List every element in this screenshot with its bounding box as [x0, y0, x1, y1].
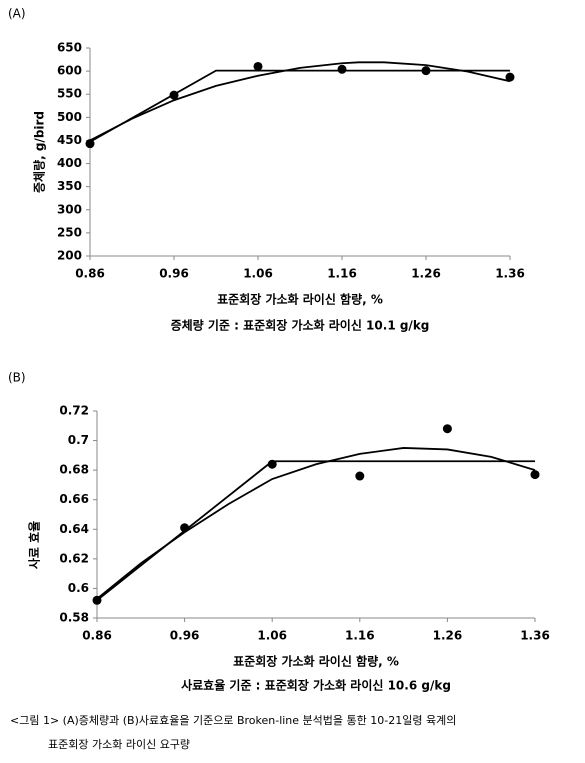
- y-tick-label: 200: [57, 249, 82, 263]
- y-tick-label: 0.64: [59, 522, 89, 536]
- panel-label: (A): [8, 7, 26, 21]
- data-point: [530, 470, 540, 480]
- data-point: [442, 424, 452, 434]
- y-tick-label: 0.68: [59, 463, 89, 477]
- y-tick-label: 0.66: [59, 492, 89, 506]
- data-point: [355, 471, 365, 481]
- fit-line: [89, 69, 510, 143]
- subtitle: 사료효율 기준 : 표준회장 가소화 라이신 10.6 g/kg: [181, 678, 451, 693]
- caption: 표준회장 가소화 라이신 요구량: [48, 738, 190, 751]
- y-tick-label: 0.62: [59, 551, 89, 565]
- y-tick-label: 0.58: [59, 611, 89, 625]
- y-tick-label: 0.6: [68, 581, 89, 595]
- y-tick-label: 350: [57, 179, 82, 193]
- y-axis-label: 증체량, g/bird: [32, 111, 47, 193]
- panel-label: (B): [8, 371, 26, 385]
- fit-line: [96, 460, 535, 601]
- y-tick-label: 650: [57, 41, 82, 55]
- x-tick-label: 0.96: [159, 267, 189, 281]
- y-tick-label: 0.7: [68, 433, 89, 447]
- y-tick-label: 300: [57, 202, 82, 216]
- x-axis-label: 표준회장 가소화 라이신 함량, %: [217, 292, 383, 307]
- x-tick-label: 1.36: [520, 629, 550, 643]
- data-point: [505, 72, 515, 82]
- fit-line: [96, 447, 536, 600]
- x-tick-label: 0.96: [170, 629, 200, 643]
- x-tick-label: 1.26: [411, 267, 441, 281]
- y-tick-label: 500: [57, 110, 82, 124]
- y-tick-label: 450: [57, 133, 82, 147]
- y-tick-label: 250: [57, 225, 82, 239]
- y-tick-label: 600: [57, 64, 82, 78]
- x-tick-label: 0.86: [75, 267, 105, 281]
- data-point: [253, 61, 263, 71]
- subtitle: 증체량 기준 : 표준회장 가소화 라이신 10.1 g/kg: [171, 318, 430, 333]
- x-tick-label: 1.36: [495, 267, 525, 281]
- y-tick-label: 400: [57, 156, 82, 170]
- x-tick-label: 1.06: [243, 267, 273, 281]
- caption: <그림 1> (A)증체량과 (B)사료효율을 기준으로 Broken-line…: [10, 713, 456, 727]
- fit-line: [89, 61, 511, 142]
- x-axis-label: 표준회장 가소화 라이신 함량, %: [233, 654, 399, 669]
- x-tick-label: 0.86: [82, 629, 112, 643]
- y-tick-label: 550: [57, 87, 82, 101]
- data-point: [337, 64, 347, 74]
- x-tick-label: 1.26: [433, 629, 463, 643]
- y-axis-label: 사료 효율: [27, 521, 42, 569]
- x-tick-label: 1.16: [345, 629, 375, 643]
- y-tick-label: 0.72: [59, 404, 89, 418]
- x-tick-label: 1.16: [327, 267, 357, 281]
- x-tick-label: 1.06: [257, 629, 287, 643]
